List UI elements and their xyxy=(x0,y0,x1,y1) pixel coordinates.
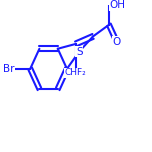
Text: CHF₂: CHF₂ xyxy=(65,68,87,77)
Text: O: O xyxy=(113,37,121,47)
Text: OH: OH xyxy=(110,0,126,10)
Text: Br: Br xyxy=(3,64,14,74)
Text: S: S xyxy=(76,47,83,57)
